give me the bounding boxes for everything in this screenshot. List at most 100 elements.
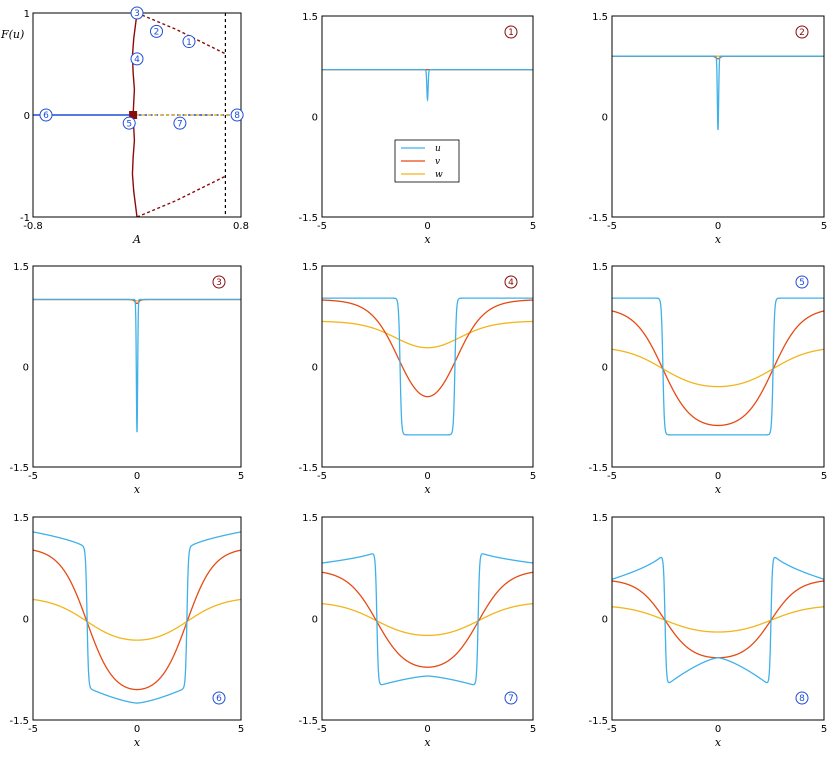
profile-label-circle [795,691,809,705]
plot-area [322,68,533,102]
plot-area [612,297,824,436]
y-tick-label: 0 [312,113,318,124]
x-tick-label: -5 [607,221,617,232]
legend: uvw [394,139,460,183]
profile-label-text: 6 [216,694,222,704]
y-tick-label: 1.5 [592,513,608,524]
y-tick-label: 1.5 [592,262,608,273]
plot-area [322,297,533,436]
y-tick-label: 1.5 [13,262,29,273]
branch-point-label-text: 6 [43,111,49,121]
branch-point-label-text: 7 [177,119,183,129]
profile-6-panel: -5 0 5 -1.5 0 1.5 x 6 [9,513,244,749]
profile-4-panel: -5 0 5 -1.5 0 1.5 x 4 [298,262,536,496]
profile-label-circle [504,691,518,705]
branch-point-label-circle [130,6,144,20]
plot-frame [32,265,242,468]
profile-label-text: 7 [508,694,514,704]
bifurcation-point-marker [129,111,138,119]
x-tick-label: 5 [821,724,827,735]
x-tick-label: 0 [134,471,140,482]
x-tick-label: 0 [715,221,721,232]
plot-frame [611,516,825,721]
x-tick-label: -5 [28,724,38,735]
branch-point-label-text: 8 [234,111,240,121]
plot-frame [32,516,242,721]
x-tick-label: 0 [424,221,430,232]
y-tick-label: -1.5 [9,716,29,727]
legend-label-v: v [435,157,440,167]
x-axis-label: x [715,233,722,246]
plot-frame [611,15,825,218]
y-tick-label: 1.5 [302,12,318,23]
x-tick-label: 5 [238,471,244,482]
profile-1-panel: -5 0 5 -1.5 0 1.5 x 1 uvw [298,12,536,246]
v-curve [612,310,824,427]
plot-frame [611,265,825,468]
u-curve [33,298,241,433]
branch-point-label-text: 5 [126,119,132,129]
v-curve [322,299,533,398]
branch-point-label-circle [173,116,187,130]
y-tick-label: -1.5 [298,213,318,224]
branch-point-label-circle [39,108,53,122]
profile-label-circle [795,25,809,39]
profile-8-panel: -5 0 5 -1.5 0 1.5 x 8 [588,513,827,749]
y-tick-label: -1 [20,213,30,224]
x-tick-label: -0.8 [23,221,43,232]
x-tick-label: 5 [238,724,244,735]
x-tick-label: 5 [821,221,827,232]
profile-label-circle [212,691,226,705]
plot-area [612,55,824,130]
plot-frame [321,265,534,468]
y-tick-label: 0 [602,113,608,124]
w-curve [322,602,533,637]
y-tick-label: 1.5 [592,12,608,23]
u-curve [33,531,241,704]
profile-3-panel: -5 0 5 -1.5 0 1.5 x 3 [9,262,244,496]
x-axis-label: x [134,736,141,749]
legend-label-w: w [435,170,443,180]
x-tick-label: 5 [530,221,536,232]
y-tick-label: -1.5 [298,463,318,474]
x-tick-label: -5 [317,471,327,482]
branch-line-3 [136,175,226,217]
v-curve [33,549,241,691]
y-tick-label: 1 [24,9,30,20]
branch-point-label-circle [150,24,163,38]
profile-label-text: 5 [799,278,805,288]
x-tick-label: 5 [530,724,536,735]
w-curve [612,606,824,633]
x-tick-label: 0 [424,471,430,482]
u-curve [612,556,824,684]
legend-box [394,139,460,183]
x-tick-label: -5 [607,471,617,482]
y-tick-label: -1.5 [9,463,29,474]
y-tick-label: 0 [312,363,318,374]
u-curve [322,68,533,102]
legend-label-u: u [435,144,441,154]
y-tick-label: 0 [24,111,30,122]
x-tick-label: -5 [28,471,38,482]
x-tick-label: 5 [530,471,536,482]
x-tick-label: 0 [715,724,721,735]
v-curve [612,580,824,659]
plot-area [33,298,241,433]
y-tick-label: 1.5 [302,513,318,524]
profile-7-panel: -5 0 5 -1.5 0 1.5 x 7 [298,513,536,749]
x-axis-label: x [424,233,431,246]
branch-point-label-text: 4 [134,55,140,65]
profile-2-panel: -5 0 5 -1.5 0 1.5 x 2 [588,12,827,246]
branch-point-label-circle [122,116,136,130]
y-tick-label: -1.5 [588,213,608,224]
x-tick-label: 0 [134,724,140,735]
x-tick-label: -5 [317,221,327,232]
y-tick-label: 0 [312,615,318,626]
profile-label-text: 2 [799,28,805,38]
y-tick-label: 0 [23,363,29,374]
profile-label-text: 8 [799,694,805,704]
y-axis-label: F(u) [0,28,24,41]
x-axis-label: x [424,736,431,749]
